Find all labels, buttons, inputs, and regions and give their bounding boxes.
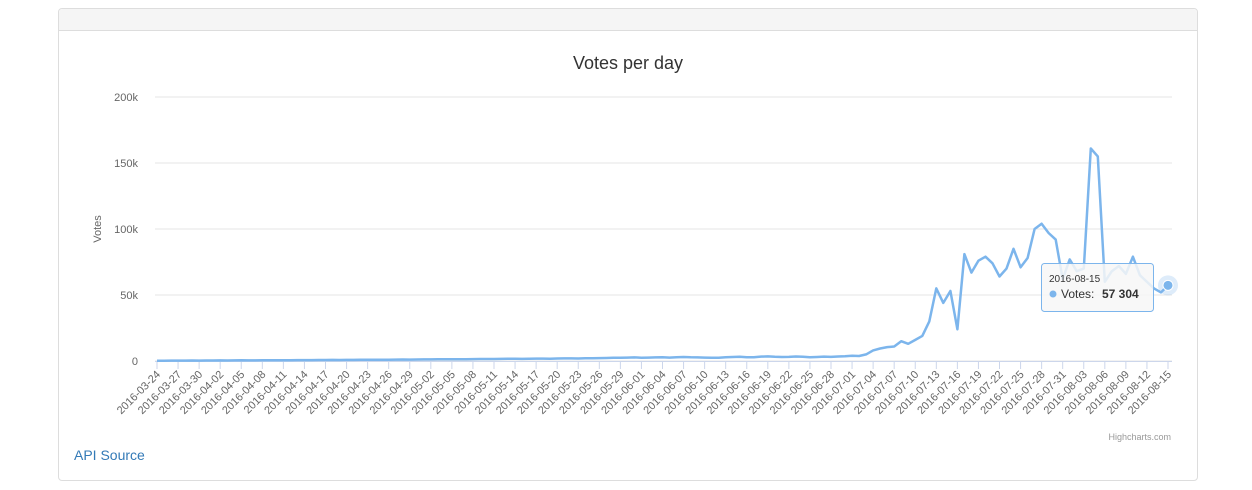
tooltip-series: Votes: bbox=[1061, 287, 1094, 301]
credits: Highcharts.com bbox=[1108, 432, 1171, 442]
y-tick-label: 200k bbox=[114, 92, 138, 104]
y-tick-label: 100k bbox=[114, 224, 138, 236]
y-tick-label: 150k bbox=[114, 158, 138, 170]
tooltip: 2016-08-15 Votes: 57 304 bbox=[1041, 263, 1154, 312]
tooltip-dot bbox=[1049, 290, 1057, 298]
panel bbox=[58, 8, 1198, 481]
tooltip-date: 2016-08-15 bbox=[1049, 274, 1101, 285]
api-source-link[interactable]: API Source bbox=[74, 447, 145, 463]
hover-marker bbox=[1162, 279, 1174, 291]
y-tick-label: 0 bbox=[132, 356, 138, 368]
chart-title: Votes per day bbox=[573, 53, 683, 73]
y-tick-label: 50k bbox=[120, 290, 138, 302]
tooltip-value: 57 304 bbox=[1102, 287, 1139, 301]
panel-header bbox=[59, 9, 1197, 31]
tooltip-box bbox=[1041, 263, 1154, 312]
y-axis-title: Votes bbox=[92, 215, 104, 243]
series-line bbox=[157, 147, 1169, 362]
